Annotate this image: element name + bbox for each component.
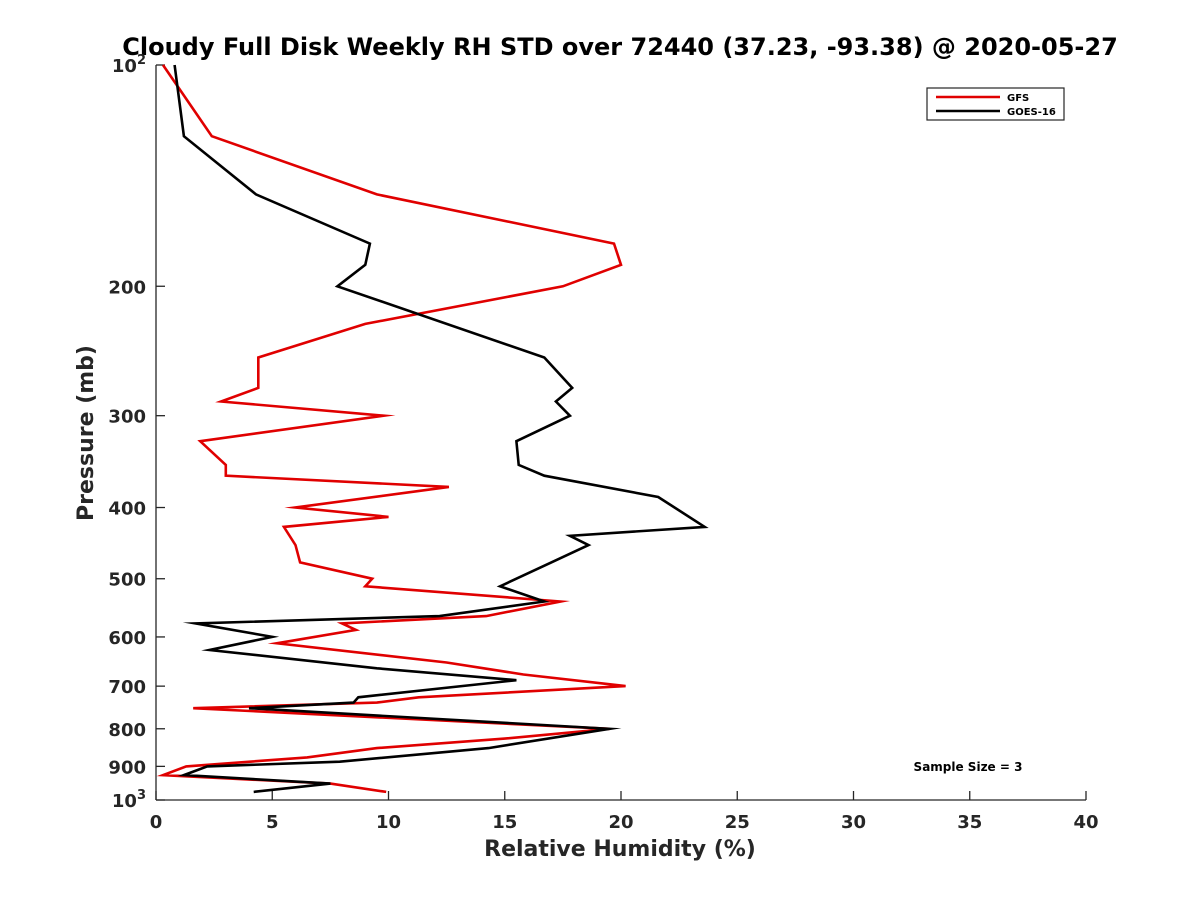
x-tick-label: 25	[725, 812, 750, 833]
y-tick-label: 800	[108, 720, 146, 741]
sample-size-annotation: Sample Size = 3	[914, 760, 1023, 774]
y-tick-label: 400	[108, 499, 146, 520]
x-tick-label: 40	[1073, 812, 1098, 833]
legend-label-goes-16: GOES-16	[1007, 107, 1056, 118]
x-tick-label: 0	[150, 812, 163, 833]
legend-box	[926, 87, 1065, 121]
legend: GFS GOES-16	[926, 87, 1065, 121]
legend-label-gfs: GFS	[1007, 93, 1029, 104]
y-tick-label: 500	[108, 570, 146, 591]
series-line-goes-16	[173, 64, 709, 794]
y-tick-label: 700	[108, 677, 146, 698]
x-tick-label: 20	[608, 812, 633, 833]
x-axis-label: Relative Humidity (%)	[484, 837, 756, 862]
y-tick-label: 300	[108, 407, 146, 428]
x-tick-label: 35	[957, 812, 982, 833]
series-line-gfs	[156, 64, 626, 794]
y-tick-label: 200	[108, 277, 146, 298]
x-tick-label: 15	[492, 812, 517, 833]
chart-title: Cloudy Full Disk Weekly RH STD over 7244…	[122, 33, 1118, 61]
y-tick-label: 900	[108, 757, 146, 778]
y-tick-label: 600	[108, 628, 146, 649]
y-tick-label: 102	[112, 53, 146, 77]
x-tick-label: 10	[376, 812, 401, 833]
x-tick-label: 30	[841, 812, 866, 833]
x-tick-label: 5	[266, 812, 279, 833]
y-axis-label: Pressure (mb)	[74, 345, 99, 521]
series-lines	[156, 64, 709, 794]
y-tick-label: 103	[112, 788, 146, 812]
axes: 0 5 10 15 20 25 30 35 40 102 200 300 400 500 600 700 800…	[108, 53, 1098, 833]
